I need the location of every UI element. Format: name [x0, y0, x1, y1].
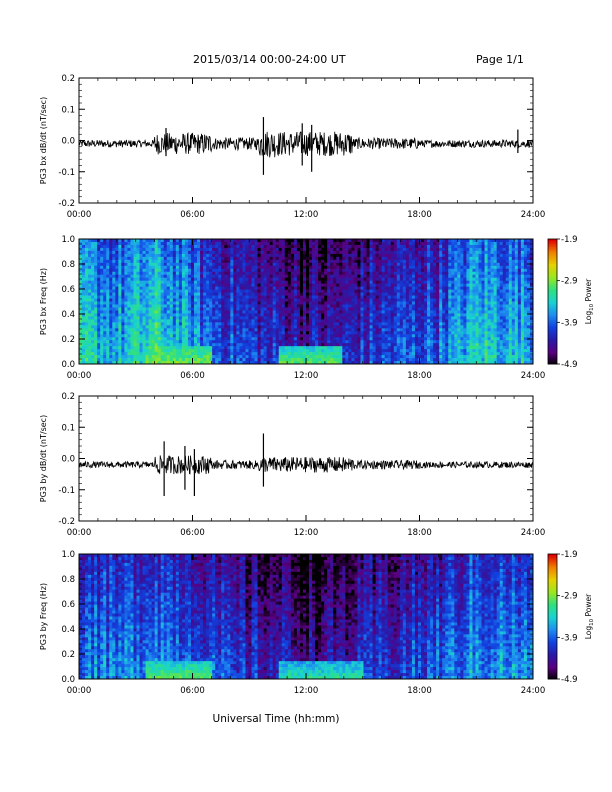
y-tick-label: 0.4 [61, 625, 75, 635]
x-tick-label: 00:00 [67, 210, 92, 220]
y-tick-label: -0.2 [58, 517, 75, 527]
y-tick-label: 0.2 [61, 74, 75, 84]
y-tick-label: 0.8 [61, 575, 75, 585]
panel-2-frame [78, 238, 534, 365]
y-tick-label: -0.2 [58, 199, 75, 209]
colorbar-tick-label: -2.9 [561, 592, 578, 602]
colorbar-tick-label: -4.9 [561, 675, 578, 685]
y-tick-label: 0.0 [61, 675, 75, 685]
colorbar-tick-label: -1.9 [561, 550, 578, 560]
x-tick-label: 18:00 [407, 210, 432, 220]
y-tick-label: 0.6 [61, 600, 75, 610]
y-tick-label: 0.8 [61, 260, 75, 270]
colorbar-tick-label: -4.9 [561, 360, 578, 370]
x-tick-label: 06:00 [180, 210, 205, 220]
y-axis-label: PG3 bx Freq (Hz) [39, 268, 48, 335]
x-tick-label: 18:00 [407, 528, 432, 538]
panel-4-axes: 00:00 06:00 12:00 18:00 24:00 1.0 0.8 0.6 0.4 0.2… [39, 550, 545, 696]
y-tick-label: 1.0 [61, 550, 75, 560]
colorbar-tick-label: -3.9 [561, 318, 578, 328]
x-tick-label: 12:00 [294, 528, 319, 538]
x-tick-label: 00:00 [67, 371, 92, 381]
colorbar-4: -1.9 -2.9 -3.9 -4.9 Log10 Power [547, 550, 595, 685]
chart-title: 2015/03/14 00:00-24:00 UT [193, 53, 346, 66]
x-tick-label: 18:00 [407, 686, 432, 696]
panel-1-frame [78, 77, 534, 204]
x-tick-label: 06:00 [180, 686, 205, 696]
x-axis-label: Universal Time (hh:mm) [213, 713, 340, 725]
colorbar-tick-label: -2.9 [561, 277, 578, 287]
x-tick-label: 24:00 [521, 528, 546, 538]
y-tick-label: 0.0 [61, 360, 75, 370]
x-tick-label: 06:00 [180, 528, 205, 538]
y-tick-label: 0.2 [61, 650, 75, 660]
x-tick-label: 00:00 [67, 528, 92, 538]
panel-3-frame [78, 395, 534, 522]
x-tick-label: 06:00 [180, 371, 205, 381]
heatmap-2 [79, 239, 534, 365]
y-tick-label: 0.1 [61, 105, 75, 115]
y-axis-label: PG3 bx dB/dt (nT/sec) [39, 97, 48, 184]
colorbar-label: Log10 Power [584, 278, 595, 324]
x-tick-label: 24:00 [521, 210, 546, 220]
x-tick-label: 00:00 [67, 686, 92, 696]
x-tick-label: 18:00 [407, 371, 432, 381]
series-line-3 [78, 455, 534, 475]
panel-4-frame [78, 553, 534, 680]
y-tick-label: 0.6 [61, 285, 75, 295]
panel-2-axes: 00:00 06:00 12:00 18:00 24:00 1.0 0.8 0.6 0.4 0.2… [39, 235, 545, 381]
colorbar-tick-label: -1.9 [561, 235, 578, 245]
x-tick-label: 12:00 [294, 210, 319, 220]
y-tick-label: -0.1 [58, 486, 75, 496]
x-tick-label: 12:00 [294, 686, 319, 696]
series-line-1 [78, 131, 534, 158]
y-tick-label: 0.2 [61, 392, 75, 402]
colorbar-tick-label: -3.9 [561, 633, 578, 643]
y-tick-label: 1.0 [61, 235, 75, 245]
heatmap-4 [79, 554, 534, 680]
colorbar-2: -1.9 -2.9 -3.9 -4.9 Log10 Power [547, 235, 595, 370]
panel-1-axes: 00:00 06:00 12:00 18:00 24:00 0.2 0.1 0.0 -0.1 -0… [39, 74, 545, 220]
y-tick-label: -0.1 [58, 168, 75, 178]
x-tick-label: 24:00 [521, 686, 546, 696]
colorbar-frame [547, 238, 558, 365]
y-axis-label: PG3 by dB/dt (nT/sec) [39, 415, 48, 502]
colorbar-label: Log10 Power [584, 593, 595, 639]
y-tick-label: 0.0 [61, 137, 75, 147]
panel-3-axes: 00:00 06:00 12:00 18:00 24:00 0.2 0.1 0.0 -0.1 -0… [39, 392, 545, 538]
y-tick-label: 0.4 [61, 310, 75, 320]
y-axis-label: PG3 by Freq (Hz) [39, 583, 48, 650]
y-tick-label: 0.2 [61, 335, 75, 345]
x-tick-label: 12:00 [294, 371, 319, 381]
colorbar-frame [547, 553, 558, 680]
page-label: Page 1/1 [476, 53, 524, 66]
y-tick-label: 0.0 [61, 455, 75, 465]
x-tick-label: 24:00 [521, 371, 546, 381]
y-tick-label: 0.1 [61, 423, 75, 433]
